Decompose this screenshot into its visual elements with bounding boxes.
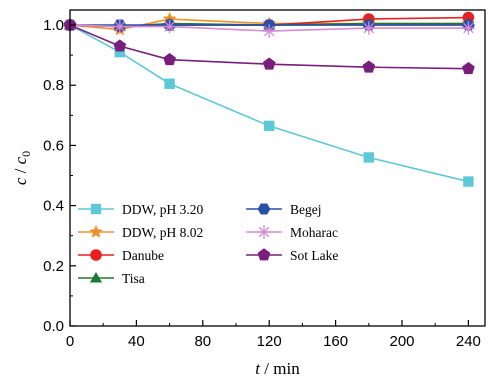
data-point bbox=[163, 52, 176, 66]
y-tick-label: 0.0 bbox=[43, 318, 64, 335]
data-point bbox=[262, 57, 276, 70]
axes-layer: 0 40 80 120 160 200 240 0.0 0.2 0.4 0.6 0.8 1.0 bbox=[43, 9, 486, 350]
legend-entry: Sot Lake bbox=[246, 248, 338, 263]
data-point-stroke bbox=[114, 21, 125, 32]
y-tick-label: 0.2 bbox=[43, 258, 64, 275]
legend-label: Tisa bbox=[122, 271, 145, 286]
x-tick-label: 160 bbox=[323, 333, 348, 350]
data-point-stroke bbox=[264, 25, 275, 37]
legend-marker bbox=[90, 249, 102, 261]
data-point bbox=[113, 39, 127, 52]
data-point bbox=[362, 21, 376, 35]
legend-marker bbox=[89, 272, 103, 283]
y-axis-subscript: 0 bbox=[19, 151, 33, 157]
legend-marker-stroke bbox=[258, 226, 270, 238]
data-point-stroke bbox=[463, 22, 474, 34]
data-point bbox=[162, 19, 177, 34]
y-axis-var2: c bbox=[11, 156, 30, 164]
x-axis-title: t / min bbox=[255, 359, 300, 378]
data-point bbox=[463, 176, 474, 187]
legend-marker bbox=[257, 203, 271, 215]
data-point bbox=[264, 120, 275, 132]
x-tick-label: 80 bbox=[194, 333, 211, 350]
y-tick-label: 0.8 bbox=[43, 77, 64, 94]
legend-entry: Moharac bbox=[246, 225, 338, 240]
y-axis-title: c / c0 bbox=[11, 151, 33, 185]
y-axis-var: c bbox=[11, 177, 30, 185]
legend-entry: Tisa bbox=[78, 271, 145, 286]
legend-entry: DDW, pH 8.02 bbox=[78, 224, 203, 240]
x-axis-unit: / min bbox=[260, 359, 300, 378]
legend-label: DDW, pH 8.02 bbox=[122, 225, 203, 240]
y-tick-label: 0.4 bbox=[43, 198, 64, 215]
data-point bbox=[362, 60, 376, 73]
x-axis-var: t bbox=[255, 359, 261, 378]
data-point bbox=[114, 46, 125, 58]
legend: DDW, pH 3.20 DDW, pH 8.02 Danube Tisa Begej M… bbox=[78, 202, 338, 286]
legend-label: Begej bbox=[290, 202, 322, 217]
x-tick-label: 240 bbox=[456, 333, 481, 350]
x-tick-label: 0 bbox=[66, 333, 74, 350]
series-0 bbox=[64, 19, 474, 187]
legend-marker bbox=[89, 224, 103, 238]
legend-entry: Begej bbox=[246, 202, 322, 217]
x-tick-label: 200 bbox=[389, 333, 414, 350]
legend-entry: DDW, pH 3.20 bbox=[78, 202, 204, 217]
y-tick-label: 0.6 bbox=[43, 137, 64, 154]
data-point bbox=[462, 61, 475, 75]
legend-label: DDW, pH 3.20 bbox=[122, 202, 204, 217]
plot-frame bbox=[69, 9, 486, 327]
x-tick-label: 120 bbox=[257, 333, 282, 350]
legend-label: Sot Lake bbox=[290, 248, 338, 263]
series-line bbox=[69, 24, 469, 70]
legend-entry: Danube bbox=[78, 248, 164, 263]
series-6 bbox=[63, 18, 475, 75]
legend-label: Danube bbox=[122, 248, 164, 263]
legend-marker bbox=[257, 225, 271, 239]
legend-label: Moharac bbox=[290, 225, 338, 240]
legend-marker bbox=[90, 203, 102, 215]
data-point bbox=[262, 24, 276, 38]
data-point bbox=[113, 19, 127, 34]
data-point-stroke bbox=[363, 22, 374, 34]
data-point bbox=[363, 152, 374, 163]
data-point-stroke bbox=[164, 21, 175, 32]
series-layer bbox=[63, 11, 476, 187]
y-tick-label: 1.0 bbox=[43, 17, 64, 34]
series-line bbox=[69, 24, 469, 32]
series-line bbox=[69, 24, 469, 183]
data-point bbox=[164, 78, 175, 89]
y-axis-sep: / bbox=[11, 164, 30, 177]
legend-marker bbox=[257, 248, 271, 261]
x-tick-label: 40 bbox=[128, 333, 145, 350]
data-point bbox=[461, 21, 476, 35]
